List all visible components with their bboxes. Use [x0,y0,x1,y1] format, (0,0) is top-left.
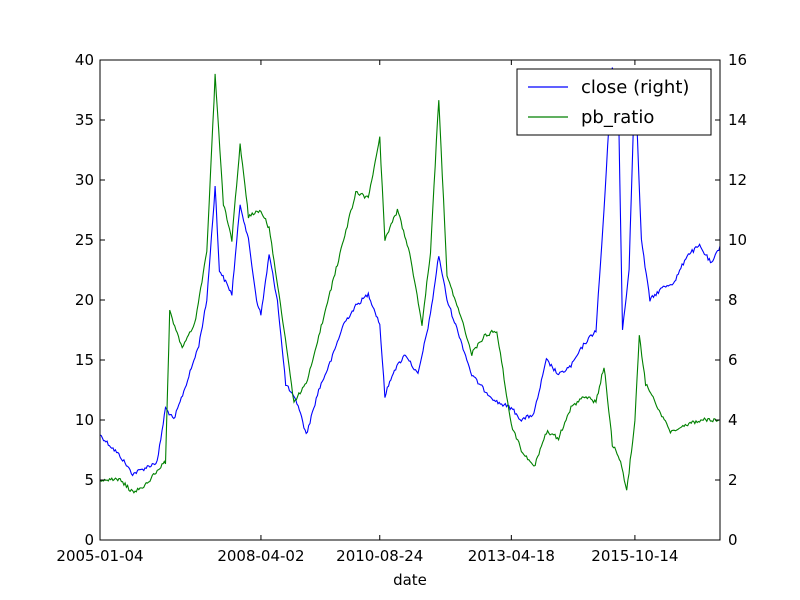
y-right-tick-label: 2 [728,471,738,489]
y-right-tick-label: 4 [728,411,738,429]
legend-label-pb-ratio: pb_ratio [581,107,654,128]
y-left-tick-label: 5 [84,471,94,489]
y-right-tick-label: 0 [728,531,738,549]
y-left-tick-label: 25 [75,231,94,249]
y-left-tick-label: 20 [75,291,94,309]
legend: close (right) pb_ratio [516,68,712,136]
y-right-tick-label: 12 [728,171,747,189]
y-right-tick-label: 8 [728,291,738,309]
x-tick-label: 2013-04-18 [468,547,555,565]
y-left-tick-label: 35 [75,111,94,129]
x-tick-label: 2008-04-02 [217,547,304,565]
series-line-pb-ratio [99,73,720,494]
y-left-tick-label: 0 [84,531,94,549]
y-right-tick-label: 10 [728,231,747,249]
y-left-tick-label: 30 [75,171,94,189]
y-left-tick-label: 40 [75,51,94,69]
x-tick-label: 2010-08-24 [336,547,423,565]
y-right-tick-label: 6 [728,351,738,369]
x-tick-label: 2005-01-04 [56,547,143,565]
x-tick-label: 2015-10-14 [591,547,678,565]
legend-box [516,68,712,136]
x-axis-label: date [393,571,427,589]
y-left-tick-label: 15 [75,351,94,369]
ticks-layer: 0 5 10 15 20 25 30 35 40 0 2 4 6 8 10 12 14 16 2005-01-04 2… [56,51,747,565]
y-right-tick-label: 14 [728,111,747,129]
y-left-tick-label: 10 [75,411,94,429]
legend-label-close: close (right) [581,77,689,98]
y-right-tick-label: 16 [728,51,747,69]
